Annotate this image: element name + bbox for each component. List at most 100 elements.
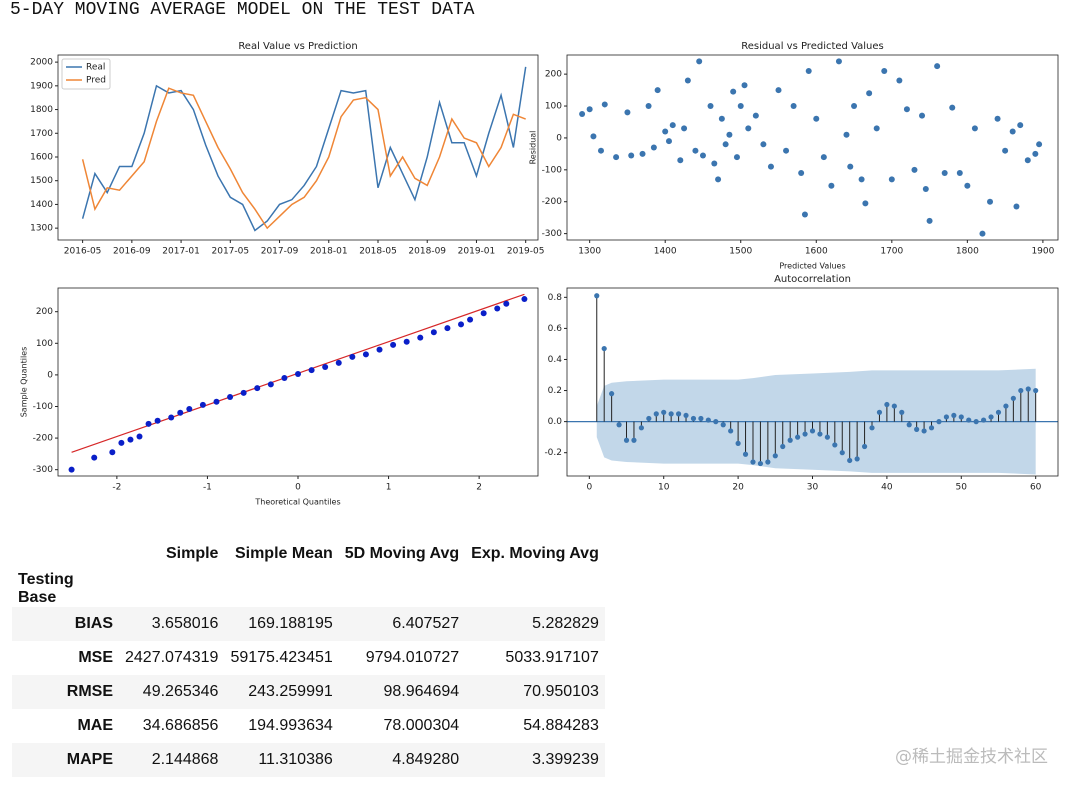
stem-marker: [832, 442, 838, 448]
cell: 78.000304: [383, 717, 460, 734]
row-header: BIAS: [74, 615, 113, 632]
stem-marker: [958, 414, 964, 420]
point: [888, 176, 895, 183]
x-tick-label: 2019-01: [458, 247, 496, 257]
legend-label: Real: [86, 63, 105, 73]
x-tick-label: 1800: [956, 247, 979, 257]
stem-marker: [765, 459, 771, 465]
table-row: MSE 2427.074319 59175.423451 9794.010727 503…: [12, 641, 605, 675]
y-tick-label: -100: [542, 165, 563, 175]
stem-marker: [914, 426, 920, 432]
stem-marker: [981, 417, 987, 423]
point: [240, 389, 247, 396]
cell: 5033.917107: [505, 649, 599, 666]
point: [722, 141, 729, 148]
index-name: Testing Base: [18, 571, 74, 606]
y-tick-label: -200: [542, 197, 563, 207]
stem-marker: [891, 403, 897, 409]
table-row: MAE 34.686856 194.993634 78.000304 54.884283: [12, 709, 605, 743]
stem-marker: [661, 409, 667, 415]
point: [417, 334, 424, 341]
point: [590, 133, 597, 140]
cell: 243.259991: [248, 683, 333, 700]
row-header: MAPE: [66, 751, 113, 768]
point: [994, 115, 1001, 122]
point: [775, 87, 782, 94]
point: [199, 401, 206, 408]
x-tick-label: 2: [476, 483, 482, 493]
stem-marker: [817, 431, 823, 437]
point: [896, 77, 903, 84]
cell: 5.282829: [532, 615, 599, 632]
point: [737, 103, 744, 110]
stem-marker: [809, 428, 816, 434]
stem-marker: [928, 425, 935, 431]
point: [964, 182, 971, 189]
x-tick-label: 2018-01: [310, 247, 348, 257]
point: [458, 321, 465, 328]
cell: 2427.074319: [125, 649, 219, 666]
blank: [465, 571, 605, 607]
point: [696, 58, 703, 65]
point: [866, 90, 873, 97]
y-tick-label: -200: [33, 434, 54, 444]
stem-marker: [720, 422, 726, 428]
table-row: RMSE 49.265346 243.259991 98.964694 70.95010…: [12, 675, 605, 709]
point: [851, 103, 858, 110]
stem-marker: [988, 414, 994, 420]
x-tick-label: 1500: [729, 247, 752, 257]
point: [805, 67, 812, 74]
x-tick-label: 10: [658, 483, 670, 493]
watermark: @稀土掘金技术社区: [895, 747, 1048, 767]
point: [177, 409, 184, 416]
x-tick-label: 50: [956, 483, 968, 493]
stem-marker: [869, 425, 875, 431]
chart-title: Autocorrelation: [774, 274, 851, 285]
y-tick-label: -300: [33, 465, 54, 475]
stem-marker: [995, 409, 1002, 415]
corner: [12, 537, 119, 571]
y-tick-label: 100: [36, 339, 53, 349]
point: [613, 154, 620, 161]
point: [494, 305, 501, 312]
point: [213, 398, 220, 405]
axes-frame: [566, 287, 1059, 477]
point: [813, 115, 820, 122]
cell: 9794.010727: [365, 649, 460, 666]
y-tick-label: 0.8: [548, 293, 563, 303]
x-tick-label: 30: [807, 483, 819, 493]
row-header: MSE: [78, 649, 113, 666]
metrics-table: Simple Simple Mean 5D Moving Avg Exp. Movin…: [12, 537, 605, 777]
point: [828, 182, 835, 189]
stem-marker: [780, 443, 786, 450]
y-tick-label: 2000: [30, 58, 53, 68]
column-header: Exp. Moving Avg: [471, 545, 599, 562]
stem-marker: [973, 419, 979, 425]
stem-marker: [705, 417, 711, 423]
point: [681, 125, 688, 132]
point: [444, 325, 451, 332]
column-header: Simple: [165, 545, 219, 562]
cell: 34.686856: [142, 717, 219, 734]
series-line: [81, 87, 526, 230]
y-tick-label: 1900: [30, 81, 53, 91]
axes-frame: [57, 287, 539, 477]
stem-marker: [690, 415, 697, 422]
y-tick-label: 1700: [30, 129, 53, 139]
axes-frame: [566, 54, 1059, 241]
point: [118, 439, 125, 446]
x-tick-label: 1: [386, 483, 392, 493]
point: [376, 346, 383, 353]
y-axis-label: Residual: [529, 131, 538, 165]
point: [711, 160, 718, 167]
x-tick-label: 1600: [805, 247, 828, 257]
stem-marker: [675, 411, 682, 417]
y-tick-label: 1800: [30, 105, 53, 115]
point: [911, 166, 918, 173]
stem-marker: [750, 459, 756, 465]
blank: [119, 571, 224, 607]
stem-marker: [921, 428, 927, 434]
stem-marker: [936, 419, 942, 425]
point: [467, 316, 474, 323]
stem-marker: [698, 415, 704, 422]
